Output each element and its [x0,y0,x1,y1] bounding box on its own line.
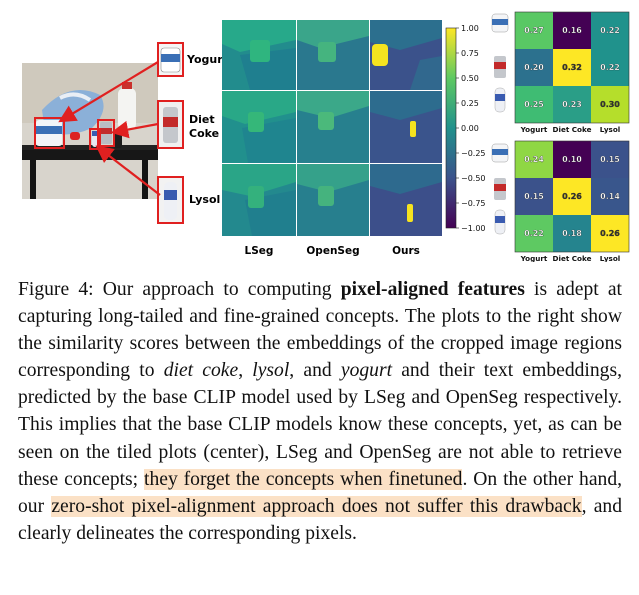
crop-yogurt [157,42,184,77]
cell-bottom-0-0: 0.24 [524,155,544,164]
cell-top-0-2: 0.22 [600,26,620,35]
cell-bottom-1-2: 0.14 [600,192,620,201]
cell-bottom-2-0: 0.22 [524,229,544,238]
matrix-bottom-label-lysol: Lysol [600,254,620,262]
cell-top-0-1: 0.16 [562,26,582,35]
cell-top-1-1: 0.32 [562,63,582,72]
caption-text-7: , and clearly delineates the correspondi… [18,495,622,544]
colorbar [445,27,457,229]
cell-top-1-2: 0.22 [600,63,620,72]
method-ours: Ours [392,245,420,257]
cell-bottom-0-2: 0.15 [600,155,620,164]
caption-term-yogurt: yogurt [340,360,393,382]
tick-0-25: 0.25 [461,99,479,108]
tick-1-00: 1.00 [461,24,479,33]
scene-photo [22,63,158,199]
similarity-matrix-top: 0.27 0.16 0.22 0.20 0.32 0.22 0.25 0.23 … [514,11,630,134]
caption-text-3: , [238,360,253,382]
cell-bottom-0-1: 0.10 [562,155,582,164]
cell-top-1-0: 0.20 [524,63,544,72]
matrix-bottom-label-diet-coke: Diet Coke [553,254,592,262]
figure-svg: Yogurt Diet Coke Lysol [22,11,630,262]
tick-0-00: 0.00 [461,124,479,133]
cell-top-2-1: 0.23 [562,100,582,109]
cell-bottom-2-1: 0.18 [562,229,582,238]
figure: Yogurt Diet Coke Lysol [0,0,639,262]
matrix-top-label-lysol: Lysol [600,125,620,134]
crop-lysol [157,176,184,224]
photo-arrows [58,61,161,196]
cell-bottom-1-0: 0.15 [524,192,544,201]
caption-label: Figure 4: [18,279,94,300]
tick-neg-0-75: −0.75 [461,199,486,208]
tick-0-75: 0.75 [461,49,479,58]
matrix-bottom-thumbs [491,143,509,235]
figure-caption: Figure 4: Our approach to computing pixe… [18,276,622,547]
matrix-top-label-yogurt: Yogurt [520,125,548,134]
cell-bottom-2-2: 0.26 [600,229,620,238]
heatmap-grid [222,20,442,236]
caption-highlight-2: zero-shot pixel-alignment approach does … [51,495,582,517]
matrix-top-thumbs [491,13,509,113]
cell-top-0-0: 0.27 [524,26,544,35]
caption-term-lysol: lysol [252,360,290,382]
cell-bottom-1-1: 0.26 [562,192,582,201]
label-diet: Diet [189,113,215,126]
caption-text-2: is adept at capturing long-tailed and fi… [18,279,623,382]
tick-0-50: 0.50 [461,74,479,83]
caption-highlight-1: they forget the concepts when finetuned [144,468,463,490]
tick-neg-1-00: −1.00 [461,224,486,233]
cell-top-2-2: 0.30 [600,100,620,109]
caption-term-diet-coke: diet coke [163,360,239,382]
method-lseg: LSeg [245,245,274,257]
label-lysol: Lysol [189,193,220,206]
matrix-bottom-label-yogurt: Yogurt [520,254,548,262]
caption-text-5: and their text embeddings, predicted by … [18,360,622,490]
crop-diet-coke [157,100,184,149]
similarity-matrix-bottom: 0.24 0.10 0.15 0.15 0.26 0.14 0.22 0.18 … [514,140,630,262]
matrix-top-label-diet-coke: Diet Coke [553,125,592,134]
tick-neg-0-50: −0.50 [461,174,486,183]
method-openseg: OpenSeg [306,245,359,257]
caption-text-6: . On the other hand, our [18,468,623,517]
tick-neg-0-25: −0.25 [461,149,486,158]
caption-text-4: , and [289,360,341,382]
caption-text-1: Our approach to computing [93,279,341,300]
colorbar-ticks: 1.00 0.75 0.50 0.25 0.00 −0.25 −0.50 −0.… [456,24,486,233]
label-yogurt: Yogurt [186,53,228,66]
caption-bold-term: pixel-aligned features [340,279,525,300]
label-coke: Coke [189,127,219,140]
cell-top-2-0: 0.25 [524,100,544,109]
